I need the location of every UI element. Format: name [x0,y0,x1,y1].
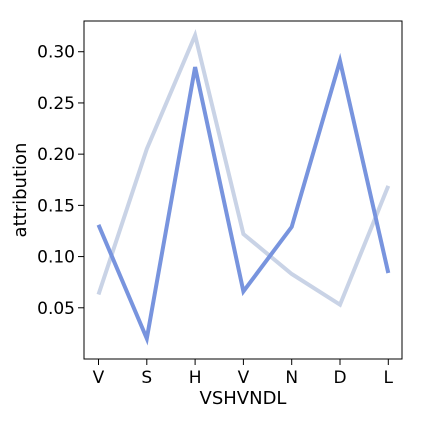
y-tick-label: 0.10 [37,248,75,268]
y-axis-label: attribution [10,143,31,238]
x-tick-label: H [189,368,202,388]
y-tick-label: 0.20 [37,145,75,165]
y-tick-label: 0.25 [37,94,75,114]
y-axis: 0.05 0.10 0.15 0.20 0.25 0.30 [37,43,84,319]
plot-background [84,21,402,359]
x-tick-label: D [333,368,346,388]
x-axis-label: VSHVNDL [200,388,287,409]
x-tick-label: V [238,368,250,388]
y-tick-label: 0.15 [37,196,75,216]
x-tick-label: V [93,368,105,388]
x-tick-label: N [285,368,298,388]
series-line-1 [96,28,391,308]
y-tick-label: 0.30 [37,43,75,63]
series-layer [96,28,391,346]
y-tick-label: 0.05 [37,299,75,319]
x-tick-label: L [384,368,394,388]
x-tick-label: S [141,368,152,388]
series-line-2 [96,52,391,346]
